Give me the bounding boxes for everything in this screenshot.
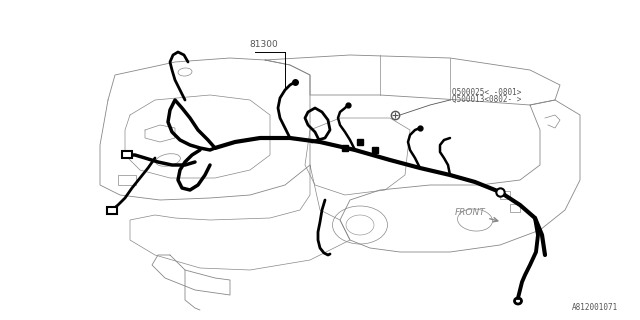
FancyBboxPatch shape bbox=[510, 204, 520, 212]
FancyBboxPatch shape bbox=[118, 175, 136, 185]
Text: 81300: 81300 bbox=[250, 40, 278, 49]
Text: A812001071: A812001071 bbox=[572, 303, 618, 312]
FancyBboxPatch shape bbox=[122, 151, 132, 158]
Text: Q500013<0802- >: Q500013<0802- > bbox=[452, 95, 522, 104]
FancyBboxPatch shape bbox=[107, 207, 117, 214]
Text: Q500025< -0801>: Q500025< -0801> bbox=[452, 88, 522, 97]
Text: FRONT: FRONT bbox=[455, 208, 486, 217]
FancyBboxPatch shape bbox=[500, 191, 510, 199]
